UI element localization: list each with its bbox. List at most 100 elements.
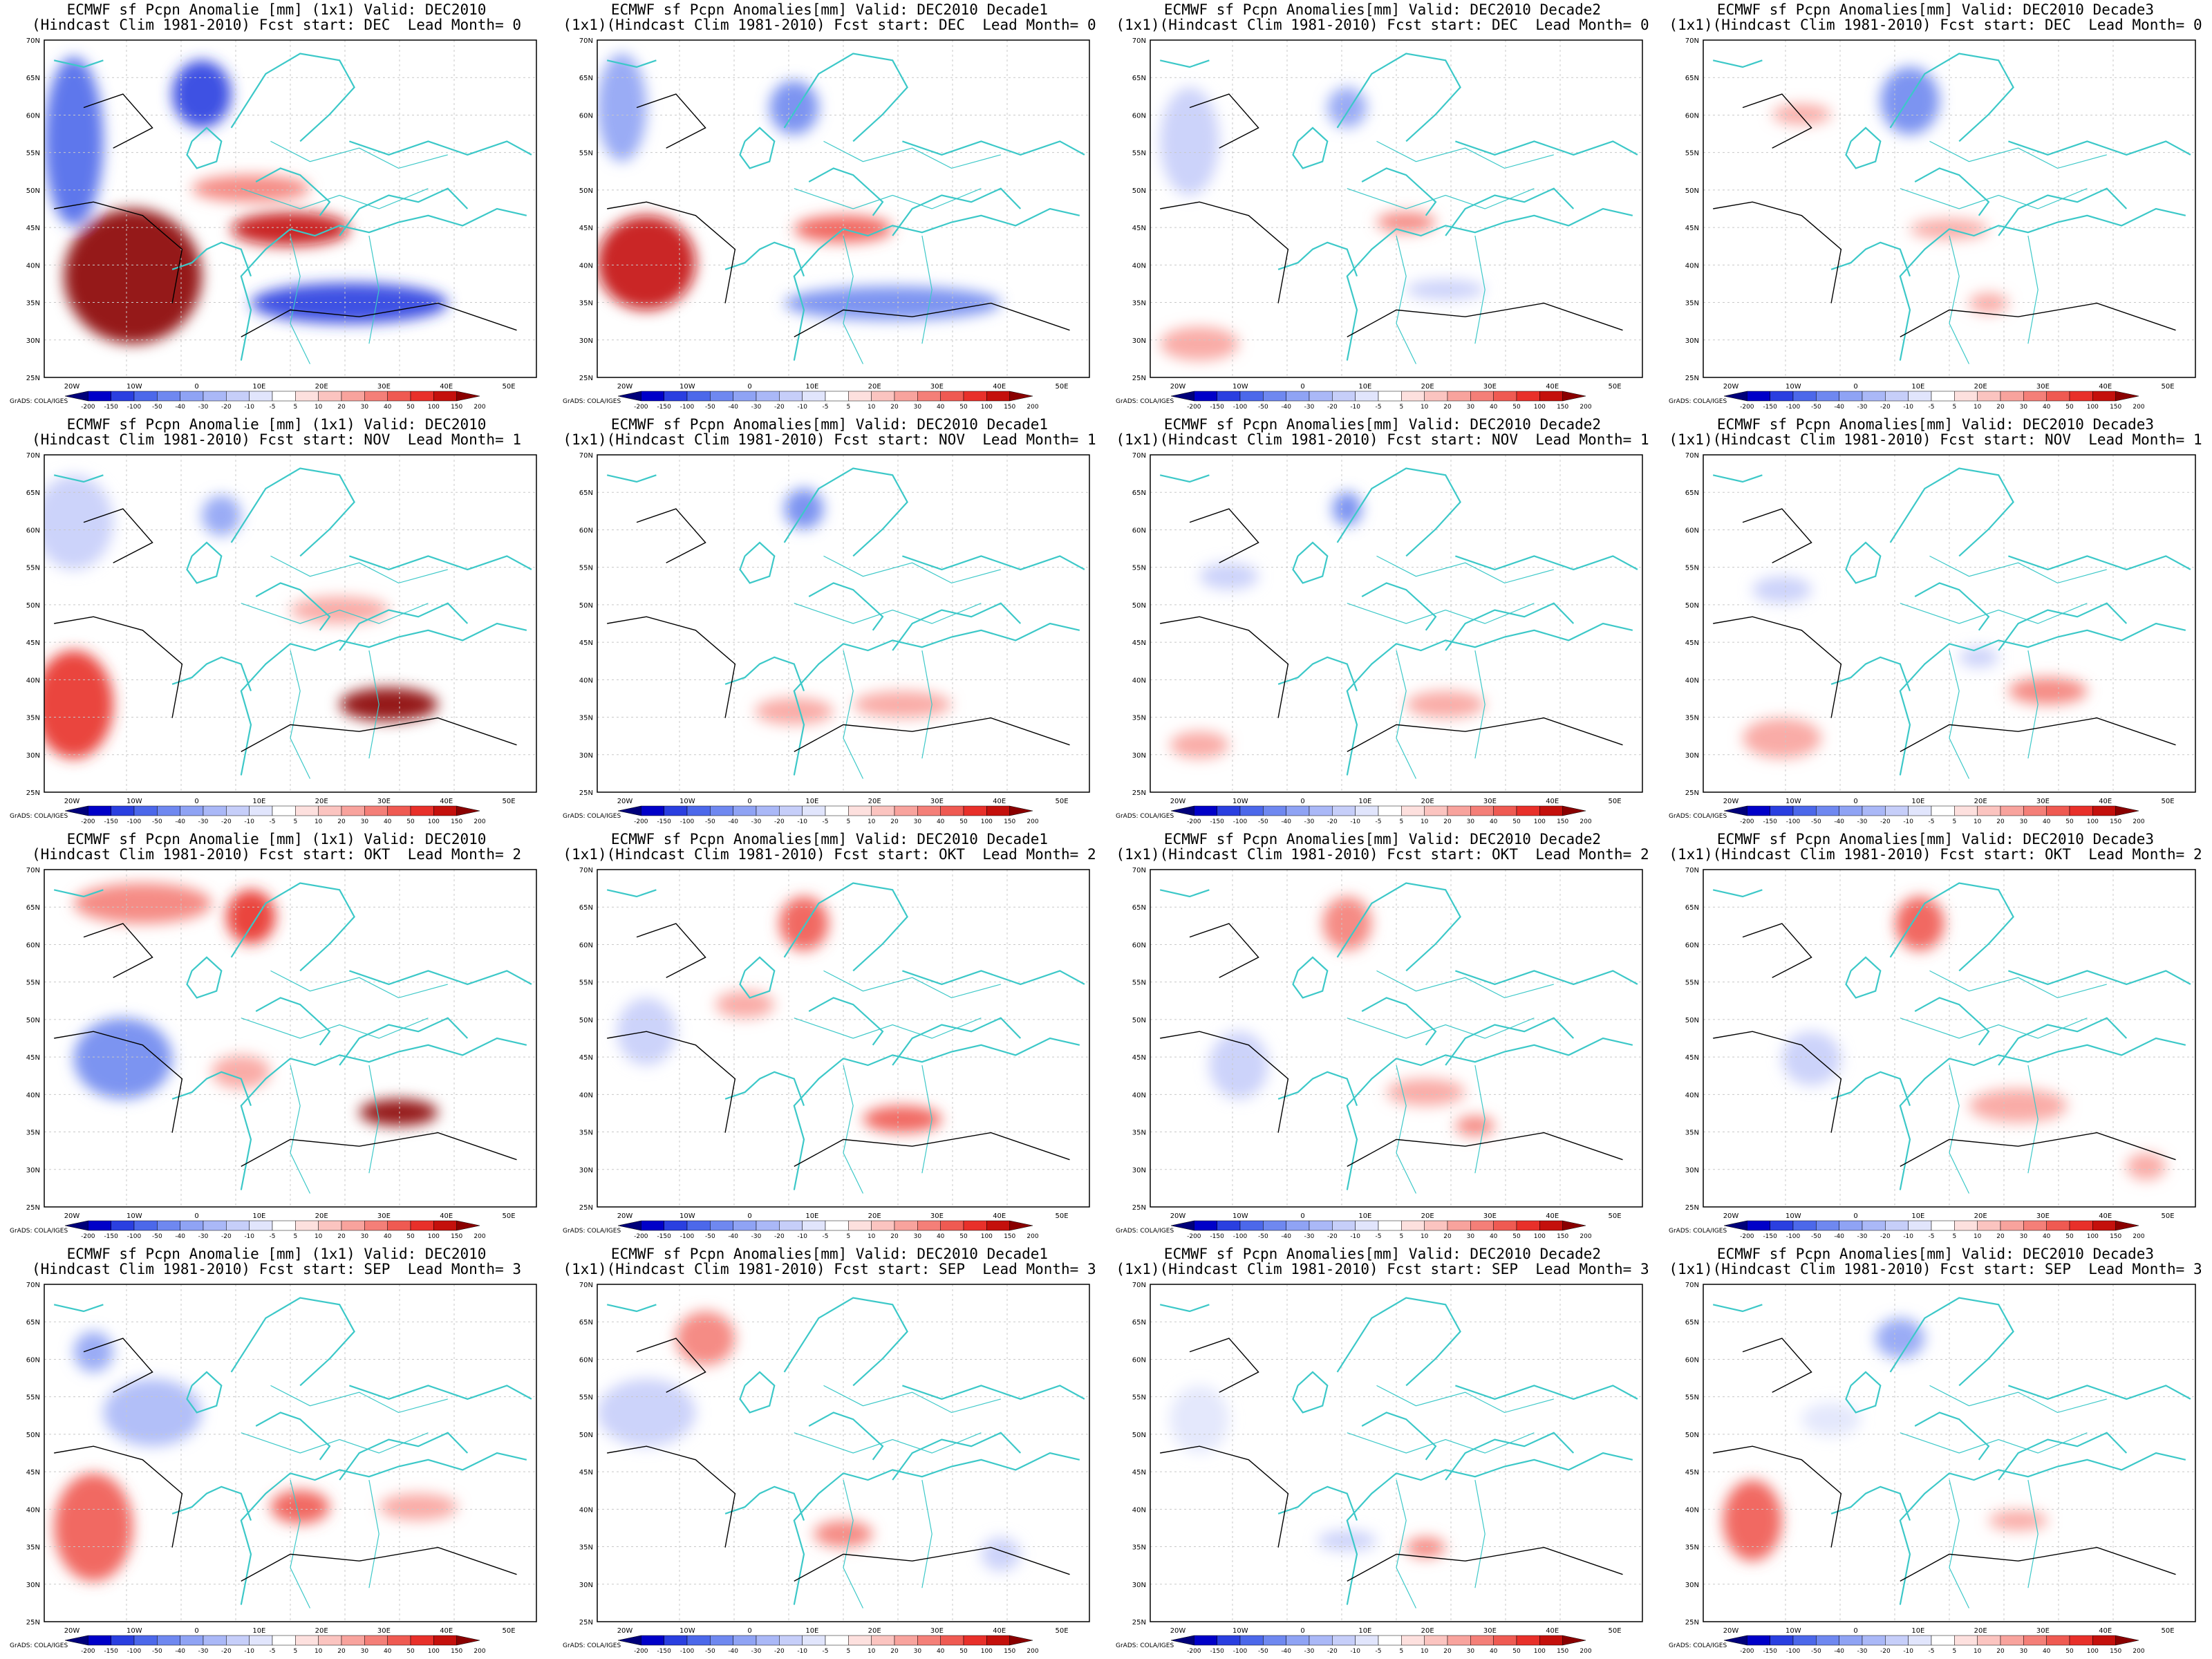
colorbar-swatch <box>88 1220 111 1231</box>
colorbar-swatch <box>1747 1220 1770 1231</box>
map-panel: ECMWF sf Pcpn Anomalies[mm] Valid: DEC20… <box>1106 830 1659 1244</box>
colorbar-label: -50 <box>152 1648 162 1655</box>
colorbar-swatch <box>1424 1635 1448 1646</box>
colorbar-label: -200 <box>81 818 95 825</box>
border-line <box>823 140 1001 169</box>
colorbar-label: -10 <box>244 1233 254 1240</box>
border-line <box>921 1065 932 1174</box>
lon-tick-label: 20E <box>868 1212 881 1220</box>
anomaly-area <box>251 283 448 324</box>
colorbar-label: 30 <box>914 404 922 411</box>
colorbar-label: -30 <box>751 404 762 411</box>
lat-tick-label: 30N <box>579 1582 593 1589</box>
colorbar-label: -30 <box>751 1648 762 1655</box>
lon-tick-label: 10E <box>1911 383 1924 391</box>
colorbar-label: -40 <box>1281 1233 1291 1240</box>
coastline <box>1845 541 1882 584</box>
lat-tick-label: 60N <box>26 941 40 949</box>
colorbar-swatch <box>1194 391 1217 402</box>
lon-tick-label: 50E <box>1608 1212 1621 1220</box>
panel-subtitle: (1x1)(Hindcast Clim 1981-2010) Fcst star… <box>1669 846 2202 863</box>
coastline <box>230 53 355 142</box>
anomaly-area <box>270 1490 330 1524</box>
anomaly-area <box>339 687 438 722</box>
anomaly-area <box>1386 1078 1465 1106</box>
lon-tick-label: 30E <box>377 798 391 805</box>
contour-line <box>241 1546 517 1582</box>
lat-tick-label: 65N <box>1685 489 1699 497</box>
lon-tick-label: 50E <box>1608 1627 1621 1635</box>
colorbar-label: -10 <box>244 1648 254 1655</box>
colorbar-label: -20 <box>221 818 232 825</box>
colorbar-swatch <box>318 1635 342 1646</box>
colorbar-swatch <box>1723 805 1747 816</box>
lat-tick-label: 25N <box>579 1204 593 1212</box>
colorbar-label: 50 <box>1512 404 1521 411</box>
colorbar-swatch <box>802 1220 826 1231</box>
colorbar-label: -5 <box>1929 404 1935 411</box>
lon-tick-label: 20W <box>617 1212 633 1220</box>
colorbar-label: 20 <box>1443 818 1452 825</box>
colorbar-swatch <box>686 1220 711 1231</box>
colorbar-swatch <box>1194 805 1217 816</box>
lon-tick-label: 40E <box>2099 1627 2112 1635</box>
lon-tick-label: 40E <box>1546 798 1559 805</box>
contour-line <box>1160 1445 1289 1548</box>
lon-tick-label: 50E <box>502 798 515 805</box>
colorbar-label: 40 <box>2043 818 2051 825</box>
lat-tick-label: 55N <box>26 1394 40 1402</box>
coastline <box>1899 1452 2186 1605</box>
colorbar-swatch <box>802 391 826 402</box>
panel-title: ECMWF sf Pcpn Anomalie [mm] (1x1) Valid:… <box>66 831 487 847</box>
contour-line <box>607 1445 736 1548</box>
lon-tick-label: 20W <box>1170 1212 1186 1220</box>
lat-tick-label: 30N <box>1132 337 1146 345</box>
colorbar-swatch <box>2046 391 2070 402</box>
anomaly-area <box>359 1098 438 1126</box>
lon-tick-label: 10E <box>1358 1212 1371 1220</box>
lon-tick-label: 30E <box>1483 383 1497 391</box>
colorbar-label: 150 <box>2110 1233 2121 1240</box>
lat-tick-label: 45N <box>579 1054 593 1062</box>
border-line <box>2027 235 2038 344</box>
colorbar-label: 200 <box>474 1648 485 1655</box>
anomaly-area <box>172 60 232 128</box>
map-panel: ECMWF sf Pcpn Anomalie [mm] (1x1) Valid:… <box>0 0 553 415</box>
colorbar-swatch <box>364 1220 388 1231</box>
colorbar-swatch <box>433 1220 457 1231</box>
colorbar-label: 5 <box>293 1648 297 1655</box>
colorbar-label: -30 <box>1304 818 1315 825</box>
colorbar-swatch <box>1885 1635 1909 1646</box>
colorbar-swatch <box>2069 1635 2093 1646</box>
lat-tick-label: 55N <box>1132 1394 1146 1402</box>
colorbar-label: 20 <box>890 404 899 411</box>
coastline <box>724 241 805 276</box>
colorbar-label: 150 <box>451 404 462 411</box>
colorbar-swatch <box>387 805 411 816</box>
lon-tick-label: 10E <box>1911 798 1924 805</box>
anomaly-area <box>853 691 952 718</box>
colorbar-swatch <box>756 1220 780 1231</box>
lat-tick-label: 25N <box>1132 375 1146 382</box>
contour-line <box>1347 1132 1623 1168</box>
lat-tick-label: 50N <box>1132 1017 1146 1024</box>
contour-line <box>1713 1031 1842 1133</box>
colorbar-swatch <box>157 1220 180 1231</box>
coastline <box>2008 555 2191 571</box>
colorbar-swatch <box>963 1635 987 1646</box>
anomaly-map: 70N 65N 60N 55N 50N 45N 40N 35N 30N 25N 20W 10W 0 10E… <box>579 452 1090 825</box>
colorbar-label: 5 <box>846 404 850 411</box>
colorbar-swatch <box>848 391 872 402</box>
credit-text: GrADS: COLA/IGES <box>10 1228 68 1235</box>
colorbar-label: -30 <box>198 404 209 411</box>
lat-tick-label: 45N <box>26 1054 40 1062</box>
coastline <box>1292 126 1329 169</box>
lon-tick-label: 50E <box>2161 798 2174 805</box>
colorbar-swatch <box>364 1635 388 1646</box>
colorbar-swatch <box>825 391 849 402</box>
coastline <box>783 882 908 972</box>
lon-tick-label: 0 <box>1300 383 1304 391</box>
colorbar-swatch <box>779 805 803 816</box>
colorbar-label: 40 <box>937 818 945 825</box>
colorbar-label: -5 <box>1376 404 1382 411</box>
